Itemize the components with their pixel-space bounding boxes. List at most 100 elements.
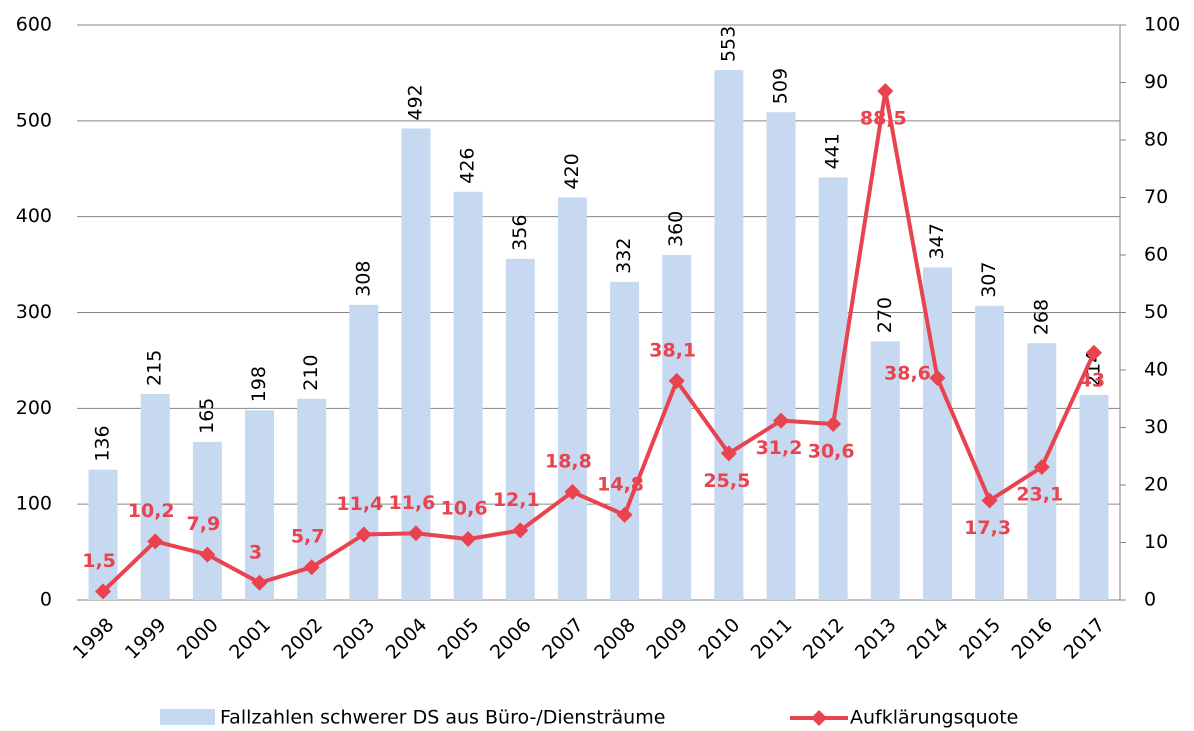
line-value-label: 14,8 — [597, 473, 644, 495]
y2-tick-label: 0 — [1144, 589, 1156, 611]
y-tick-label: 100 — [16, 493, 52, 515]
line-value-label: 18,8 — [545, 450, 592, 472]
bar — [140, 393, 170, 600]
marker — [95, 583, 112, 600]
marker — [1085, 344, 1102, 361]
x-tick-label: 2015 — [955, 614, 1005, 664]
line-value-label: 11,6 — [389, 492, 436, 514]
y2-tick-label: 50 — [1144, 301, 1168, 323]
bar — [557, 197, 587, 600]
line-value-label: 88,5 — [860, 108, 907, 130]
marker — [564, 483, 581, 500]
line-value-label: 38,6 — [884, 363, 931, 385]
bar-value-label: 307 — [978, 262, 1000, 298]
marker — [668, 372, 685, 389]
marker — [303, 559, 320, 576]
marker — [147, 533, 164, 550]
marker — [877, 83, 894, 100]
bar — [88, 469, 118, 600]
bar — [870, 341, 900, 600]
y-tick-label: 400 — [16, 205, 52, 227]
y-tick-label: 200 — [16, 397, 52, 419]
marker — [1033, 459, 1050, 476]
marker — [199, 546, 216, 563]
bar-value-label: 198 — [248, 366, 270, 402]
bar-value-label: 347 — [926, 223, 948, 259]
bar-value-label: 165 — [196, 398, 218, 434]
bar-value-label: 270 — [874, 297, 896, 333]
x-tick-label: 2013 — [851, 614, 901, 664]
legend-swatch — [160, 709, 215, 725]
line-value-label: 5,7 — [291, 526, 325, 548]
bar — [766, 112, 796, 600]
x-tick-label: 1999 — [121, 614, 171, 664]
x-tick-label: 1998 — [69, 614, 119, 664]
x-tick-label: 2000 — [173, 614, 223, 664]
bar — [349, 304, 379, 600]
y-tick-label: 500 — [16, 109, 52, 131]
marker — [460, 531, 477, 548]
bar — [1079, 394, 1109, 600]
bar — [975, 305, 1005, 600]
x-tick-label: 2009 — [642, 614, 692, 664]
line-value-label: 12,1 — [493, 489, 540, 511]
line-value-label: 38,1 — [649, 339, 696, 361]
bar-value-label: 268 — [1030, 299, 1052, 335]
y-tick-label: 0 — [40, 589, 52, 611]
y2-tick-label: 30 — [1144, 416, 1168, 438]
y2-tick-label: 100 — [1144, 14, 1180, 36]
marker — [407, 525, 424, 542]
bar-value-label: 426 — [457, 147, 479, 183]
y2-tick-label: 40 — [1144, 359, 1168, 381]
x-tick-label: 2012 — [799, 614, 849, 664]
bar-value-label: 215 — [144, 350, 166, 386]
y-tick-label: 600 — [16, 14, 52, 36]
y2-tick-label: 60 — [1144, 244, 1168, 266]
line-value-label: 17,3 — [964, 517, 1011, 539]
bar-value-label: 509 — [770, 68, 792, 104]
bar — [610, 281, 640, 600]
y2-tick-label: 70 — [1144, 186, 1168, 208]
legend-marker — [811, 710, 827, 726]
line-value-label: 31,2 — [756, 437, 803, 459]
bar-value-label: 492 — [404, 84, 426, 120]
marker — [773, 412, 790, 429]
marker — [355, 526, 372, 543]
x-tick-label: 2003 — [329, 614, 379, 664]
line-value-label: 3 — [249, 541, 262, 563]
bar-value-label: 356 — [509, 215, 531, 251]
bar-value-label: 553 — [717, 26, 739, 62]
marker — [825, 416, 842, 433]
bar-value-label: 210 — [300, 354, 322, 390]
x-tick-label: 2005 — [434, 614, 484, 664]
line-value-label: 43 — [1079, 369, 1105, 391]
legend-label: Aufklärungsquote — [850, 707, 1018, 729]
bar — [401, 128, 431, 600]
bar-value-label: 308 — [352, 261, 374, 297]
line-value-label: 25,5 — [703, 470, 750, 492]
x-tick-label: 2006 — [486, 614, 536, 664]
bar — [714, 70, 744, 600]
marker — [251, 574, 268, 591]
line-value-label: 10,2 — [128, 500, 175, 522]
x-tick-label: 2008 — [590, 614, 640, 664]
bar-value-label: 360 — [665, 211, 687, 247]
marker — [929, 370, 946, 387]
marker — [981, 492, 998, 509]
x-tick-label: 2010 — [695, 614, 745, 664]
y-tick-label: 300 — [16, 301, 52, 323]
line-value-label: 7,9 — [187, 513, 221, 535]
marker — [720, 445, 737, 462]
line-value-label: 1,5 — [82, 550, 116, 572]
y2-tick-label: 20 — [1144, 474, 1168, 496]
y2-tick-label: 80 — [1144, 129, 1168, 151]
marker — [512, 522, 529, 539]
bar-value-label: 214 — [1082, 351, 1104, 387]
x-tick-label: 2017 — [1060, 614, 1110, 664]
bar-value-label: 441 — [822, 133, 844, 169]
x-tick-label: 2011 — [747, 614, 797, 664]
x-tick-label: 2007 — [538, 614, 588, 664]
bar — [818, 177, 848, 600]
bar — [505, 258, 535, 600]
